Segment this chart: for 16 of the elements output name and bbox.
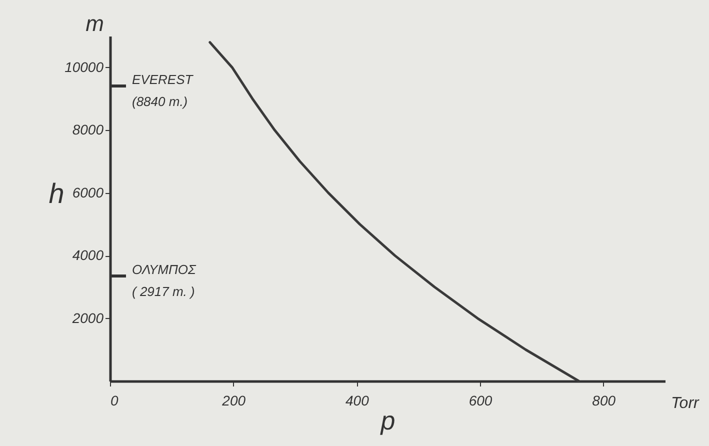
y-tick-label: 8000 xyxy=(72,122,104,138)
x-tick-label: 600 xyxy=(468,392,492,408)
y-tick-label: 6000 xyxy=(72,184,104,200)
text: m xyxy=(86,11,104,36)
y-axis-title: h xyxy=(48,178,64,209)
y-tick-label: 4000 xyxy=(72,247,104,264)
x-tick-label: 0 xyxy=(110,392,118,408)
annotation: EVEREST (8840 m.) xyxy=(132,72,194,109)
annotation: ΟΛΥΜΠΟΣ ( 2917 m. ) xyxy=(132,262,197,299)
y-tick-label: 10000 xyxy=(64,58,104,75)
x-axis-title: p xyxy=(380,406,396,436)
x-tick-label: 400 xyxy=(345,392,370,408)
y-tick-label: 2000 xyxy=(71,310,104,326)
text: Torr xyxy=(671,395,700,412)
x-tick-label: 200 xyxy=(221,392,246,408)
x-tick-label: 800 xyxy=(592,392,616,408)
